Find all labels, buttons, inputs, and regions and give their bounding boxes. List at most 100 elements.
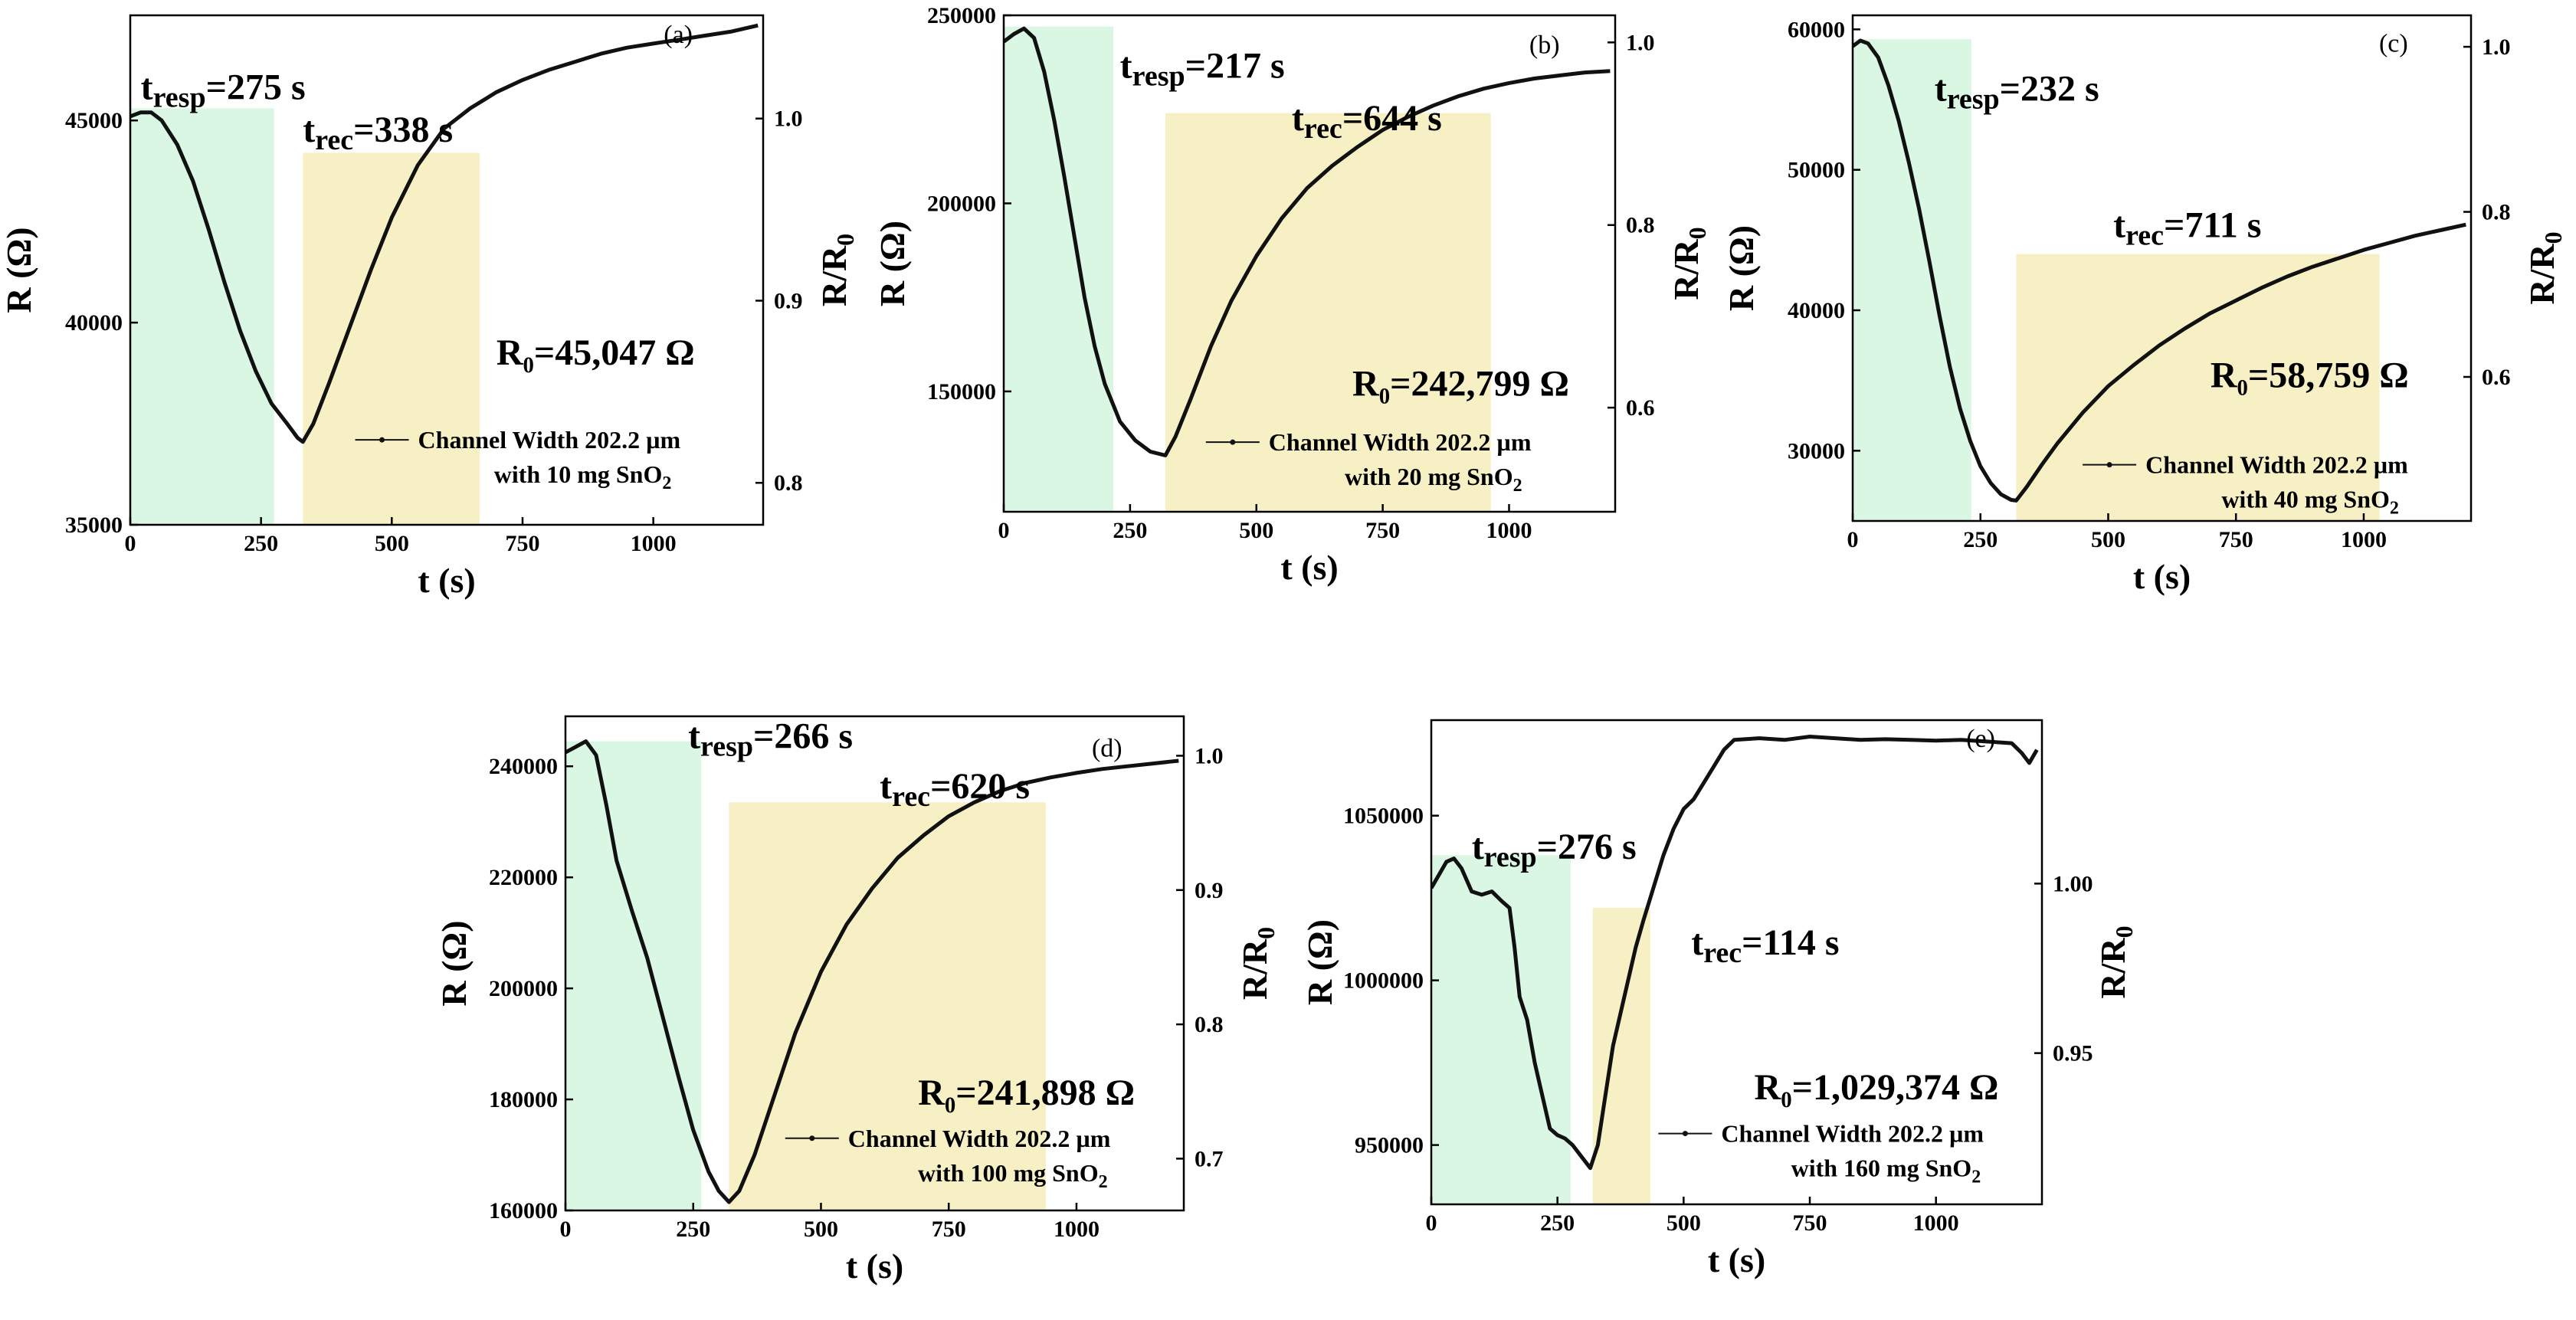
- response-time-band: [565, 741, 702, 1210]
- x-tick-label: 0: [560, 1217, 572, 1242]
- y2-tick-label: 0.7: [1195, 1146, 1224, 1171]
- legend-label: Channel Width 202.2 µm: [2145, 451, 2408, 479]
- recovery-time-label: trec=711 s: [2113, 205, 2261, 252]
- x-tick-label: 0: [998, 518, 1010, 543]
- y-tick-label: 50000: [1788, 158, 1845, 183]
- y-tick-label: 950000: [1355, 1133, 1424, 1158]
- legend-label-line2: with 20 mg SnO2: [1345, 463, 1522, 496]
- legend-label-line2: with 10 mg SnO2: [494, 460, 672, 493]
- y2-axis-title: R/R0: [1235, 927, 1280, 1000]
- x-tick-label: 500: [2091, 527, 2125, 552]
- panel-label: (d): [1092, 735, 1122, 763]
- plot-frame: [129, 14, 765, 526]
- x-axis-title: t (s): [1280, 548, 1338, 587]
- y-tick-label: 35000: [65, 513, 123, 538]
- legend-label: Channel Width 202.2 µm: [1721, 1120, 1984, 1148]
- x-tick-label: 250: [676, 1217, 710, 1242]
- legend-marker: [379, 437, 385, 443]
- y2-tick-label: 0.8: [1195, 1012, 1224, 1037]
- y-axis-title: R (Ω): [434, 920, 474, 1006]
- panel-label: (e): [1966, 725, 1995, 753]
- y2-axis-title: R/R0: [2522, 231, 2567, 304]
- x-tick-label: 1000: [1054, 1217, 1100, 1242]
- y2-tick-label: 0.8: [1626, 213, 1655, 238]
- recovery-time-band: [1592, 908, 1650, 1204]
- recovery-time-label: trec=114 s: [1691, 922, 1839, 969]
- y2-tick-label: 0.6: [1626, 395, 1655, 421]
- legend-label: Channel Width 202.2 µm: [1269, 428, 1532, 456]
- plot-frame: [1851, 14, 2473, 522]
- y-tick-label: 200000: [489, 976, 558, 1001]
- y2-tick-label: 0.8: [774, 470, 803, 496]
- y2-tick-label: 0.8: [2482, 200, 2511, 225]
- y-axis-title: R (Ω): [0, 227, 38, 313]
- y2-tick-label: 0.9: [1195, 878, 1224, 903]
- y-tick-label: 150000: [927, 379, 996, 405]
- y2-tick-label: 1.0: [774, 106, 803, 132]
- panel-label: (c): [2379, 30, 2408, 58]
- plot-frame: [564, 715, 1185, 1212]
- plot-frame: [1430, 719, 2043, 1206]
- x-tick-label: 750: [1365, 518, 1400, 543]
- panel-label: (b): [1529, 31, 1560, 59]
- baseline-resistance-label: R₀=45,047 Ω: [497, 332, 695, 373]
- chart-panel-c: 0 250 500 750 1000 30000 40000 50000 60000 0.6 0.8…: [1722, 14, 2567, 596]
- x-axis-title: t (s): [1708, 1240, 1765, 1279]
- legend-marker: [1230, 439, 1236, 445]
- x-tick-label: 750: [932, 1217, 966, 1242]
- x-tick-label: 0: [125, 531, 136, 556]
- x-tick-label: 500: [804, 1217, 838, 1242]
- x-tick-label: 750: [2219, 527, 2253, 552]
- x-tick-label: 1000: [1913, 1210, 1959, 1236]
- panel-label: (a): [664, 21, 693, 49]
- y-tick-label: 250000: [927, 3, 996, 28]
- x-axis-title: t (s): [418, 561, 475, 600]
- recovery-time-band: [303, 152, 480, 525]
- y2-tick-label: 1.0: [1195, 743, 1224, 768]
- y-axis-title: R (Ω): [873, 221, 912, 306]
- chart-panel-d: 0 250 500 750 1000 160000 180000 200000 220000 24…: [434, 715, 1280, 1286]
- x-tick-label: 250: [1963, 527, 1998, 552]
- x-axis-title: t (s): [2133, 557, 2191, 596]
- x-tick-label: 750: [1793, 1210, 1827, 1236]
- resistance-curve: [1431, 735, 2039, 1171]
- x-tick-label: 500: [375, 531, 409, 556]
- recovery-time-band: [1165, 113, 1491, 512]
- legend-label: Channel Width 202.2 µm: [418, 426, 681, 454]
- recovery-time-label: trec=338 s: [303, 110, 453, 156]
- y-tick-label: 1000000: [1343, 968, 1424, 994]
- x-tick-label: 1000: [2341, 527, 2387, 552]
- response-time-label: tresp=217 s: [1120, 45, 1285, 92]
- response-time-band: [1004, 26, 1114, 512]
- x-tick-label: 500: [1667, 1210, 1701, 1236]
- x-tick-label: 1000: [1486, 518, 1532, 543]
- baseline-resistance-label: R₀=241,898 Ω: [918, 1073, 1135, 1113]
- recovery-time-label: trec=644 s: [1292, 98, 1442, 145]
- x-tick-label: 500: [1239, 518, 1273, 543]
- x-tick-label: 0: [1847, 527, 1859, 552]
- y-tick-label: 30000: [1788, 438, 1845, 463]
- y-tick-label: 220000: [489, 865, 558, 890]
- x-tick-label: 250: [1540, 1210, 1575, 1236]
- legend-marker: [809, 1135, 815, 1141]
- legend-marker: [1682, 1131, 1688, 1137]
- response-time-label: tresp=275 s: [141, 67, 306, 114]
- response-time-label: tresp=266 s: [688, 716, 853, 763]
- response-time-band: [1431, 855, 1571, 1204]
- baseline-resistance-label: R₀=58,759 Ω: [2211, 355, 2409, 396]
- y-axis-title: R (Ω): [1300, 919, 1339, 1005]
- y-tick-label: 1050000: [1343, 804, 1424, 829]
- chart-panel-e: 0 250 500 750 1000 950000 1000000 1050000 0.95 1.…: [1300, 719, 2138, 1279]
- y-tick-label: 200000: [927, 191, 996, 216]
- resistance-curve: [565, 739, 1179, 1204]
- legend-label-line2: with 160 mg SnO2: [1791, 1155, 1981, 1187]
- resistance-curve: [1853, 38, 2466, 503]
- response-time-label: tresp=232 s: [1935, 69, 2099, 116]
- y-tick-label: 160000: [489, 1198, 558, 1223]
- x-tick-label: 1000: [631, 531, 677, 556]
- legend-label: Channel Width 202.2 µm: [848, 1125, 1111, 1152]
- response-time-band: [130, 108, 274, 525]
- x-tick-label: 0: [1426, 1210, 1437, 1236]
